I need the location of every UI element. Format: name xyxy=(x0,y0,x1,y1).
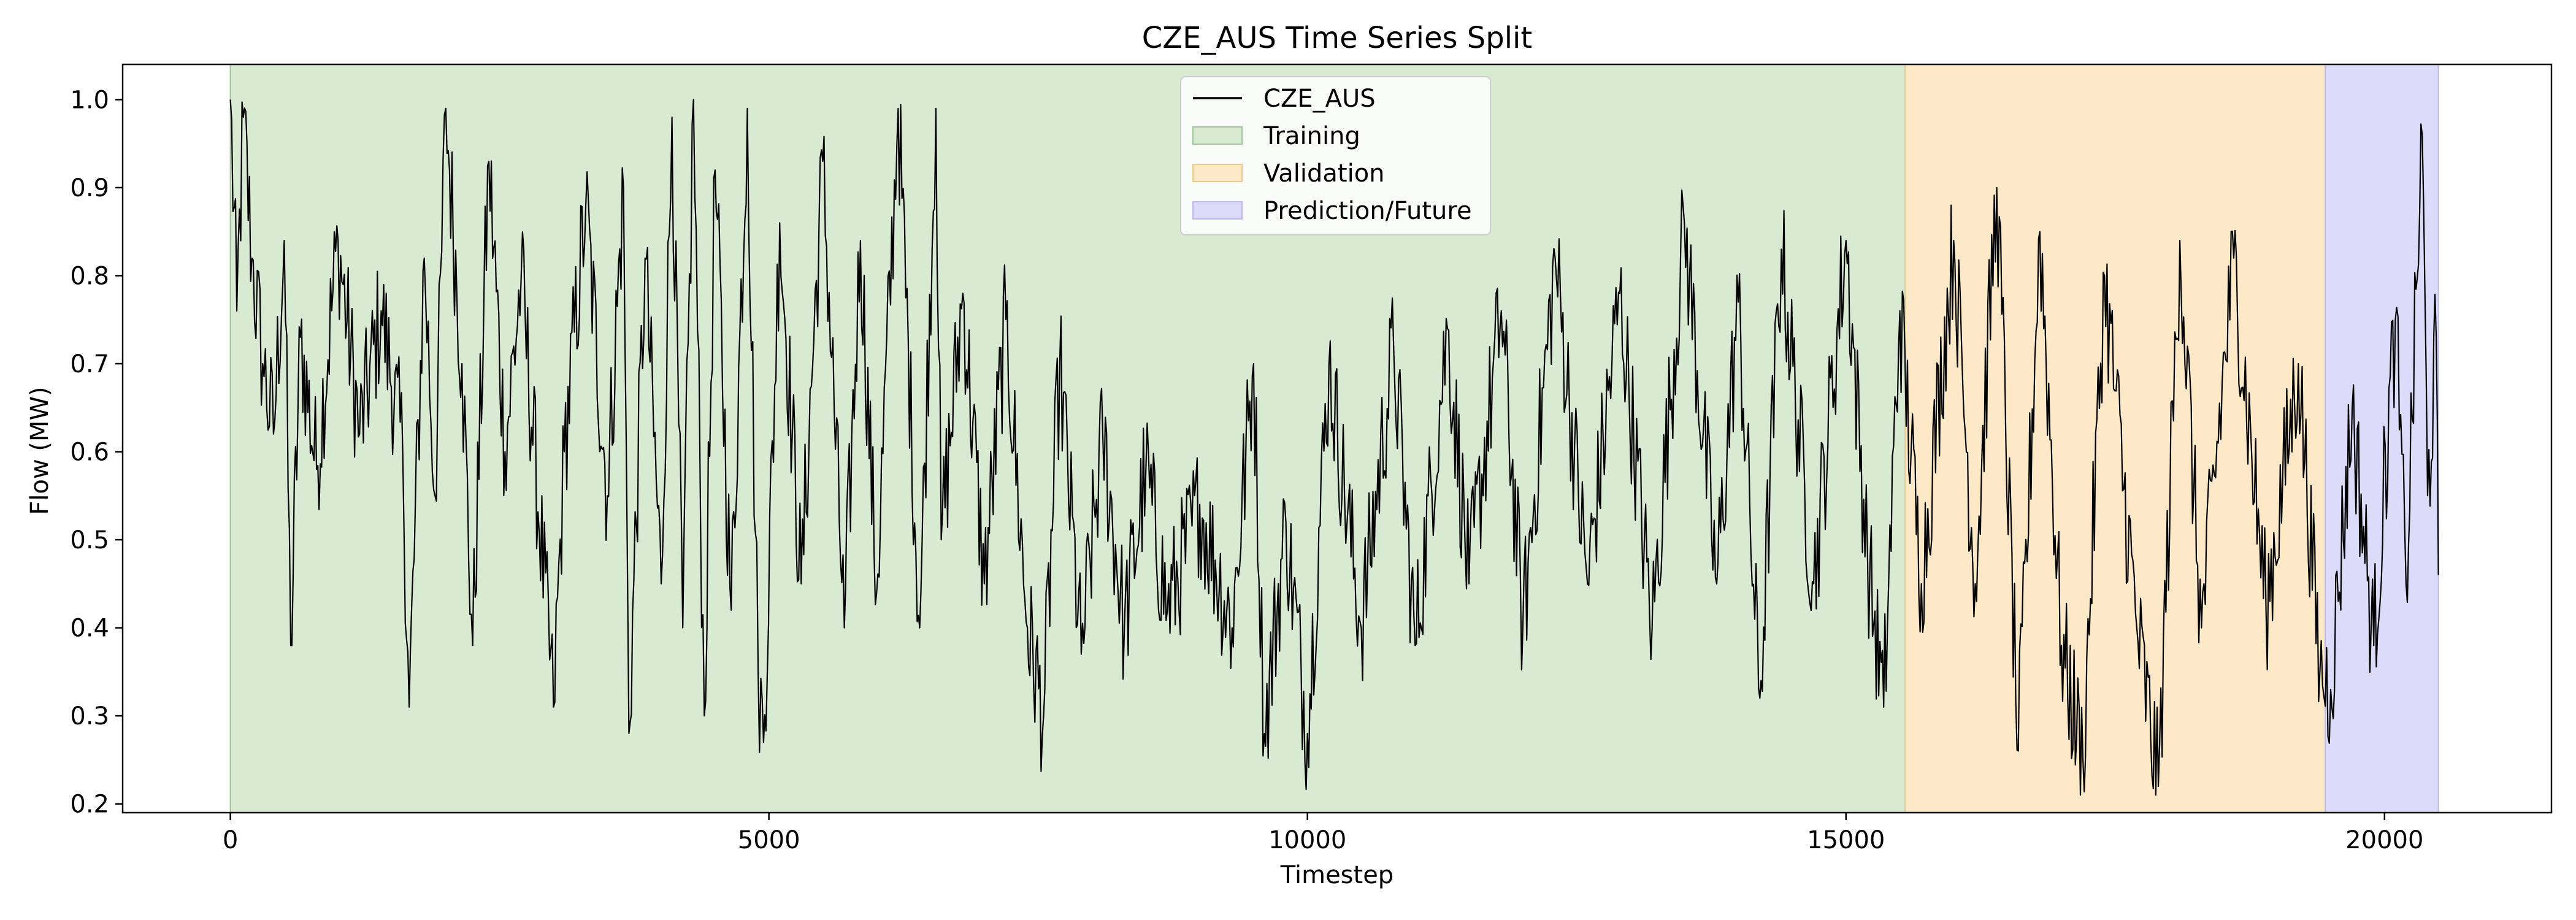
region-validation xyxy=(1904,64,2326,813)
legend-label-validation: Validation xyxy=(1263,159,1385,188)
legend: CZE_AUS Training Validation Prediction/Futu… xyxy=(1180,76,1491,236)
y-axis-label: Flow (MW) xyxy=(26,386,54,515)
x-tick-label: 15000 xyxy=(1807,826,1885,854)
y-tick-label: 0.9 xyxy=(70,174,109,202)
y-tick-label: 0.3 xyxy=(70,702,109,730)
legend-swatch-validation xyxy=(1192,164,1243,182)
y-tick-label: 0.6 xyxy=(70,439,109,467)
plot-frame xyxy=(121,63,2553,814)
y-tick-label: 0.5 xyxy=(70,526,109,554)
x-tick-label: 10000 xyxy=(1268,826,1346,854)
chart-title: CZE_AUS Time Series Split xyxy=(1142,21,1532,55)
legend-label-cze-aus: CZE_AUS xyxy=(1263,85,1376,113)
y-tick-label: 0.4 xyxy=(70,615,109,643)
legend-swatch-training xyxy=(1192,126,1243,145)
x-tick-label: 0 xyxy=(223,826,238,854)
x-axis-label: Timestep xyxy=(1280,861,1393,889)
region-prediction-future xyxy=(2325,64,2439,813)
y-tick-label: 1.0 xyxy=(70,86,109,114)
series-group xyxy=(229,99,2439,796)
y-tick-label: 0.2 xyxy=(70,791,109,819)
x-tick-label: 5000 xyxy=(738,826,800,854)
legend-label-training: Training xyxy=(1263,122,1360,150)
axes: 0 5000 10000 15000 20000 0.2 0.3 0.4 0.5 0.6 0.7 0.… xyxy=(70,63,2553,854)
series-line-cze-aus xyxy=(229,99,2439,796)
split-regions xyxy=(229,64,2439,813)
x-tick-label: 20000 xyxy=(2345,826,2423,854)
legend-swatch-prediction-future xyxy=(1192,201,1243,220)
y-tick-label: 0.7 xyxy=(70,350,109,378)
legend-box xyxy=(1180,76,1491,236)
legend-label-prediction-future: Prediction/Future xyxy=(1263,197,1472,225)
y-tick-label: 0.8 xyxy=(70,262,109,290)
